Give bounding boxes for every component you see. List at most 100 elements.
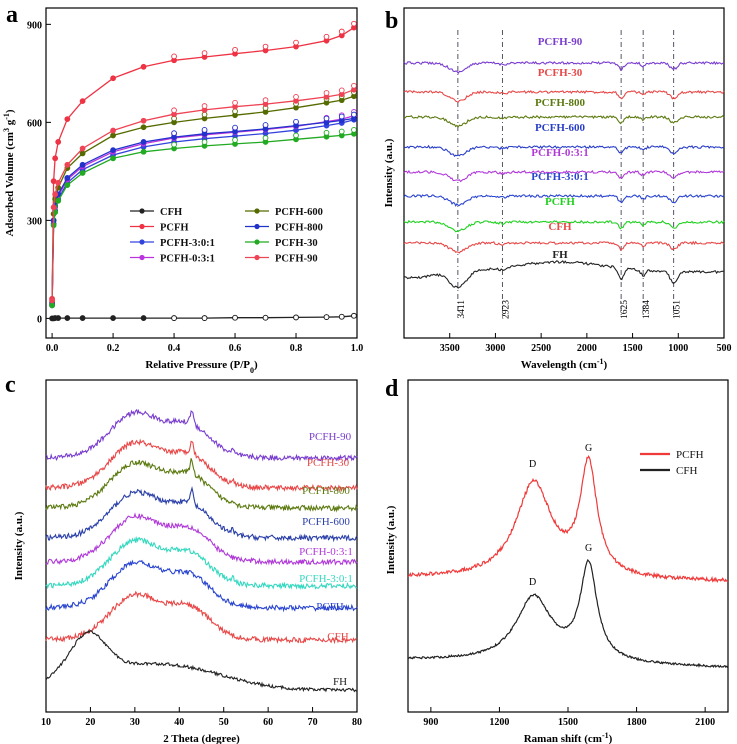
x-tick-label: 30 (130, 717, 140, 728)
data-point-desorption-PCFH-90 (293, 94, 299, 100)
reference-line-label: 2923 (501, 300, 511, 319)
series-label-PCFH-30: PCFH-30 (538, 67, 583, 79)
x-tick-label: 0.0 (46, 343, 59, 354)
data-point-desorption-PCFH-800 (338, 113, 345, 120)
data-point-PCFH-800 (110, 147, 116, 154)
data-point-PCFH-600 (140, 124, 147, 131)
peak-label-g-cfh: G (585, 543, 592, 554)
spectrum-PCFH (403, 219, 725, 233)
x-tick-label: 1500 (558, 717, 578, 728)
data-point-desorption-PCFH-30 (262, 135, 269, 141)
data-point-PCFH-600 (79, 150, 86, 157)
x-tick-label: 1200 (489, 717, 509, 728)
x-tick-label: 50 (219, 717, 229, 728)
x-tick-label: 1.0 (351, 343, 364, 354)
reference-line-label: 1625 (620, 300, 630, 319)
data-point-desorption-PCFH (351, 20, 357, 27)
series-label-FH: FH (333, 676, 347, 688)
series-label-PCFH-3:0:1: PCFH-3:0:1 (531, 171, 588, 183)
legend-label-PCFH-0:3:1: PCFH-0:3:1 (160, 254, 215, 265)
data-point-desorption-PCFH-90 (262, 97, 269, 103)
x-tick-label: 500 (717, 343, 732, 354)
data-point-PCFH-90 (140, 117, 147, 124)
series-label-PCFH-0:3:1: PCFH-0:3:1 (299, 546, 353, 558)
raman-CFH (407, 558, 729, 669)
data-point-desorption-PCFH-800 (351, 111, 357, 118)
panel-a-chart: 0.0 0.2 0.4 0.6 0.8 1.0 0 300 600 900 Relative Pre… (2, 7, 364, 375)
series-label-PCFH-90: PCFH-90 (309, 431, 352, 443)
data-point-desorption-PCFH-800 (262, 122, 269, 128)
x-tick-label: 3000 (485, 343, 505, 354)
legend-label-PCFH-30: PCFH-30 (275, 238, 318, 249)
legend-label-CFH: CFH (676, 465, 697, 477)
plot-frame (407, 379, 729, 713)
data-point-desorption-PCFH-90 (351, 82, 357, 89)
x-tick-label: 3500 (440, 343, 460, 354)
x-tick-label: 60 (263, 717, 273, 728)
data-point-PCFH (55, 139, 62, 145)
legend-marker (254, 254, 260, 261)
data-point-desorption-CFH (323, 314, 330, 320)
x-axis-label: 2 Theta (degree) (163, 733, 240, 744)
x-axis-label: Raman shift (cm-1) (524, 731, 613, 744)
pattern-PCFH-30 (45, 438, 358, 493)
series-label-CFH: CFH (548, 221, 572, 233)
series-line-PCFH-30 (51, 133, 355, 306)
plot-frame (403, 7, 725, 339)
series-label-PCFH: PCFH (545, 196, 575, 208)
y-axis-label: Adsorbed Volume (cm3 g-1) (2, 109, 17, 236)
data-point-desorption-PCFH-90 (232, 99, 238, 106)
spectrum-PCFH-90 (403, 60, 725, 75)
pattern-PCFH-600 (45, 486, 358, 543)
data-point-desorption-PCFH-800 (171, 130, 177, 136)
pattern-PCFH-0:3:1 (45, 512, 358, 567)
series-label-PCFH-90: PCFH-90 (538, 36, 583, 48)
legend-marker (139, 254, 145, 261)
pattern-PCFH (45, 559, 358, 613)
series-label-CFH: CFH (327, 631, 348, 643)
legend-label-PCFH: PCFH (160, 223, 189, 234)
series-label-PCFH-0:3:1: PCFH-0:3:1 (531, 147, 588, 159)
x-axis-label: Wavelength (cm-1) (521, 357, 608, 372)
x-tick-label: 1800 (627, 717, 647, 728)
data-point-PCFH (52, 155, 59, 162)
panel-letter-d: d (385, 376, 399, 402)
series-line-PCFH-90 (51, 89, 355, 301)
panel-letter-c: c (5, 372, 16, 398)
spectrum-CFH (403, 240, 725, 254)
pattern-PCFH-3:0:1 (45, 536, 358, 591)
peak-label-d-pcfh: D (529, 459, 536, 470)
data-point-desorption-PCFH-800 (201, 127, 208, 133)
panel-letter-a: a (6, 2, 18, 28)
x-tick-label: 80 (352, 717, 362, 728)
data-point-desorption-PCFH-90 (323, 90, 330, 96)
data-point-PCFH-90 (49, 297, 55, 304)
pattern-FH (45, 630, 358, 693)
data-point-PCFH-800 (79, 161, 86, 168)
data-point-PCFH (140, 63, 147, 70)
reference-line-label: 3411 (457, 300, 467, 319)
data-point-PCFH (64, 116, 71, 122)
series-label-PCFH-3:0:1: PCFH-3:0:1 (299, 573, 353, 585)
legend-label-PCFH: PCFH (676, 449, 704, 461)
reference-line-label: 1051 (673, 300, 683, 319)
data-point-desorption-CFH (293, 314, 299, 321)
peak-label-g-pcfh: G (585, 443, 592, 454)
spectrum-PCFH-3:0:1 (403, 193, 725, 207)
data-point-desorption-PCFH-800 (323, 115, 330, 122)
data-point-desorption-CFH (201, 315, 208, 321)
y-tick-label: 900 (27, 20, 42, 31)
data-point-desorption-PCFH-30 (171, 141, 177, 148)
data-point-desorption-PCFH (293, 39, 299, 46)
data-point-desorption-PCFH-30 (201, 139, 208, 145)
pattern-PCFH-90 (45, 408, 358, 463)
data-point-desorption-PCFH-90 (338, 87, 345, 94)
x-tick-label: 0.4 (168, 343, 181, 354)
legend-marker (254, 208, 260, 214)
data-point-CFH (55, 315, 62, 321)
panel-d-chart: 900 1200 1500 1800 2100 Raman shift (cm-1) Int… (385, 379, 729, 744)
data-point-desorption-PCFH-30 (351, 127, 357, 133)
legend-marker (254, 239, 260, 245)
data-point-desorption-PCFH (171, 53, 177, 60)
